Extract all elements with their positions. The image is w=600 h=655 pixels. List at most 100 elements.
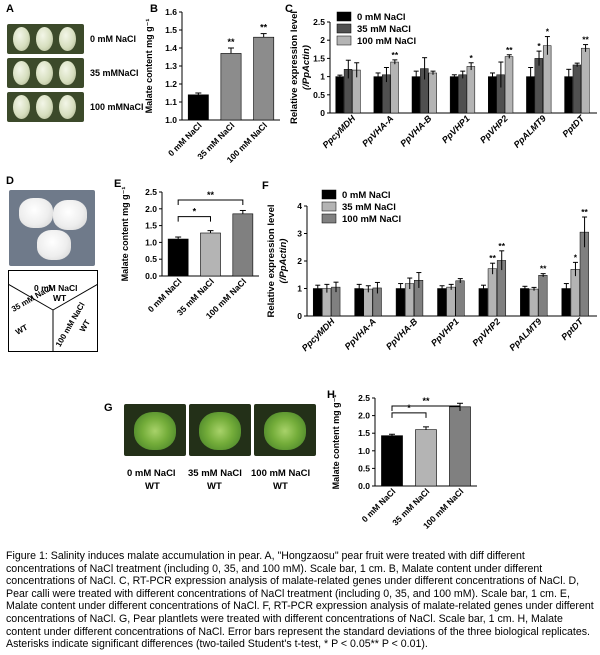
x-tick-label: PptDT bbox=[559, 315, 586, 342]
x-tick-label: PptDT bbox=[560, 112, 587, 139]
significance-label: ** bbox=[207, 190, 215, 200]
significance-bracket bbox=[391, 412, 427, 418]
bar bbox=[312, 288, 323, 317]
bar bbox=[581, 47, 590, 114]
x-tick-label: PpVHA-B bbox=[398, 113, 434, 149]
y-tick-label: 0 bbox=[297, 311, 302, 321]
calli-photo bbox=[9, 190, 95, 266]
y-tick-label: 4 bbox=[297, 201, 302, 211]
significance-label: ** bbox=[422, 396, 430, 406]
panel-letter-e: E bbox=[114, 178, 122, 190]
y-axis-label: Malate content mg g⁻¹ bbox=[331, 395, 341, 490]
y-tick-label: 2.0 bbox=[358, 411, 370, 421]
plantlet-label-100mm-wt: WT bbox=[273, 481, 288, 492]
y-tick-label: 1.6 bbox=[165, 7, 177, 17]
fruit-label-35mm: 35 mMNaCl bbox=[90, 68, 139, 78]
bar bbox=[415, 429, 437, 487]
significance-label: * bbox=[469, 53, 473, 63]
legend-label: 35 mM NaCl bbox=[342, 202, 396, 213]
fruit-label-100mm: 100 mMNaCl bbox=[90, 102, 144, 112]
y-tick-label: 0 bbox=[320, 108, 325, 118]
significance-label: ** bbox=[227, 37, 235, 47]
callus-clump bbox=[53, 200, 87, 230]
bar bbox=[488, 76, 497, 114]
panel-letter-c: C bbox=[285, 3, 293, 15]
bar bbox=[253, 36, 275, 121]
plantlet-label-0mm-wt: WT bbox=[145, 481, 160, 492]
significance-label: ** bbox=[540, 264, 547, 274]
y-tick-label: 0.0 bbox=[358, 481, 370, 491]
y-tick-label: 1.5 bbox=[165, 25, 177, 35]
y-tick-label: 1 bbox=[297, 284, 302, 294]
bar bbox=[335, 76, 344, 114]
y-axis-label: Relative expression level bbox=[289, 11, 300, 124]
legend-swatch bbox=[321, 189, 337, 200]
pear-fruit bbox=[59, 27, 76, 51]
bar bbox=[487, 268, 497, 317]
bar bbox=[529, 288, 539, 317]
panel-letter-g: G bbox=[104, 402, 113, 414]
plantlet-label-100mm: 100 mM NaCl bbox=[251, 468, 311, 479]
y-axis-label: Relative expression level bbox=[266, 204, 277, 317]
x-tick-label: PpVHA-A bbox=[343, 316, 378, 351]
pear-fruit bbox=[36, 95, 53, 119]
fruit-label-0mm: 0 mM NaCl bbox=[90, 34, 137, 44]
y-tick-label: 1.0 bbox=[145, 237, 157, 247]
bar bbox=[390, 61, 399, 114]
bar bbox=[232, 213, 254, 277]
panel-letter-d: D bbox=[6, 175, 14, 187]
fruit-photo-0mm bbox=[7, 24, 84, 54]
bar bbox=[478, 288, 488, 317]
significance-label: ** bbox=[392, 50, 399, 60]
bar bbox=[220, 53, 242, 121]
significance-label: ** bbox=[498, 241, 505, 251]
pear-fruit bbox=[13, 27, 30, 51]
bar bbox=[363, 288, 373, 317]
legend-swatch bbox=[336, 35, 352, 46]
calli-sector-diagram bbox=[8, 270, 98, 352]
bar bbox=[167, 238, 189, 277]
significance-label: * bbox=[193, 207, 197, 217]
bar bbox=[572, 64, 582, 114]
legend-swatch bbox=[336, 11, 352, 22]
x-tick-label: PpALMT9 bbox=[507, 316, 543, 352]
callus-clump bbox=[37, 230, 71, 260]
y-tick-label: 1.0 bbox=[358, 446, 370, 456]
x-tick-label: PpVHA-B bbox=[384, 316, 420, 352]
y-tick-label: 2.5 bbox=[358, 393, 370, 403]
x-tick-label: PpVHA-A bbox=[360, 113, 395, 148]
bar bbox=[449, 406, 471, 487]
plantlet-label-0mm: 0 mM NaCl bbox=[127, 468, 176, 479]
plantlet bbox=[134, 412, 176, 450]
plantlet bbox=[199, 412, 241, 450]
plantlet-photo-100mm bbox=[254, 404, 316, 456]
significance-label: ** bbox=[581, 207, 588, 217]
figure-caption: Figure 1: Salinity induces malate accumu… bbox=[6, 550, 594, 651]
bar bbox=[381, 435, 403, 487]
x-tick-label: PpVHP2 bbox=[470, 316, 502, 348]
y-tick-label: 1.4 bbox=[165, 43, 177, 53]
y-tick-label: 3 bbox=[297, 229, 302, 239]
fruit-photo-100mm bbox=[7, 92, 84, 122]
y-tick-label: 1.1 bbox=[165, 97, 177, 107]
y-tick-label: 1.2 bbox=[165, 79, 177, 89]
bar bbox=[538, 275, 548, 317]
panel-letter-f: F bbox=[262, 180, 269, 192]
callus-clump bbox=[19, 198, 53, 228]
significance-label: * bbox=[537, 41, 541, 51]
y-tick-label: 2.0 bbox=[145, 204, 157, 214]
bar bbox=[428, 72, 437, 114]
x-tick-label: PpVHP2 bbox=[478, 113, 510, 145]
plantlet-label-35mm-wt: WT bbox=[207, 481, 222, 492]
legend-label: 35 mM NaCl bbox=[357, 24, 411, 35]
pear-fruit bbox=[36, 27, 53, 51]
y-tick-label: 1.5 bbox=[313, 53, 325, 63]
bar bbox=[570, 269, 580, 317]
calli-label-0mm-wt: WT bbox=[53, 293, 67, 303]
significance-bracket bbox=[177, 216, 211, 222]
significance-label: ** bbox=[260, 23, 268, 33]
significance-label: * bbox=[574, 252, 578, 262]
